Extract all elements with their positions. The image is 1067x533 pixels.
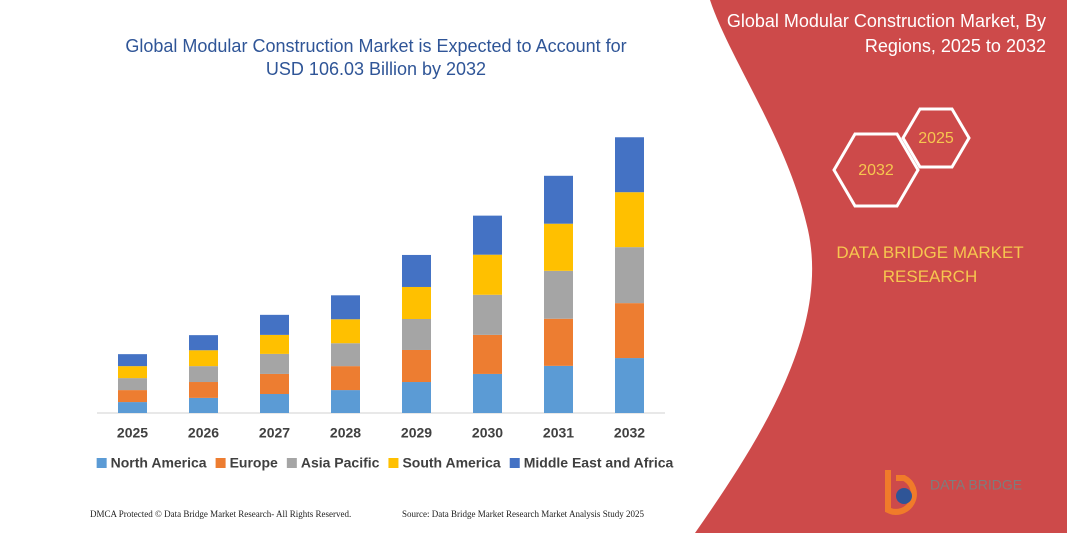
bar-segment bbox=[118, 402, 147, 413]
bar-segment bbox=[473, 215, 502, 255]
legend-label: Asia Pacific bbox=[301, 455, 380, 471]
bar-segment bbox=[331, 390, 360, 413]
x-tick-label: 2032 bbox=[614, 425, 645, 441]
hexagon bbox=[901, 107, 971, 169]
x-tick-label: 2027 bbox=[259, 425, 290, 441]
bar-segment bbox=[260, 353, 289, 374]
bar-segment bbox=[544, 223, 573, 271]
x-tick-label: 2031 bbox=[543, 425, 574, 441]
bar-segment bbox=[544, 175, 573, 224]
legend-swatch bbox=[388, 458, 399, 468]
footer-left: DMCA Protected © Data Bridge Market Rese… bbox=[90, 509, 352, 519]
legend-label: Middle East and Africa bbox=[524, 455, 674, 471]
bar-segment bbox=[189, 382, 218, 398]
bar-segment bbox=[544, 318, 573, 366]
bar-segment bbox=[402, 286, 431, 320]
bar-segment bbox=[615, 247, 644, 304]
bar-segment bbox=[260, 393, 289, 413]
bar-segment bbox=[331, 319, 360, 344]
panel-title: Global Modular Construction Market, By R… bbox=[726, 11, 1046, 56]
bar-segment bbox=[260, 314, 289, 335]
legend-swatch bbox=[509, 458, 520, 468]
x-tick-label: 2030 bbox=[472, 425, 503, 441]
bar-segment bbox=[473, 373, 502, 413]
hexagon bbox=[832, 132, 920, 208]
legend-swatch bbox=[96, 458, 107, 468]
bar-segment bbox=[260, 334, 289, 354]
logo-text: DATA BRIDGE bbox=[930, 477, 1022, 493]
bar-segment bbox=[189, 366, 218, 383]
bar-segment bbox=[402, 254, 431, 287]
bar-segment bbox=[473, 334, 502, 374]
hex-label: 2025 bbox=[918, 130, 954, 147]
legend-swatch bbox=[286, 458, 297, 468]
legend-label: North America bbox=[111, 455, 207, 471]
legend-swatch bbox=[215, 458, 226, 468]
legend-label: Europe bbox=[230, 455, 278, 471]
brand: DATA BRIDGE MARKET RESEARCH bbox=[836, 243, 1024, 286]
bar-segment bbox=[544, 270, 573, 319]
bar-segment bbox=[402, 319, 431, 350]
side-panel bbox=[695, 0, 1067, 533]
bar-segment bbox=[544, 365, 573, 413]
x-tick-label: 2028 bbox=[330, 425, 361, 441]
legend-label: South America bbox=[402, 455, 500, 471]
bar-segment bbox=[189, 350, 218, 367]
bar-segment bbox=[118, 378, 147, 391]
bar-segment bbox=[331, 366, 360, 391]
bar-segment bbox=[331, 295, 360, 320]
bar-segment bbox=[615, 303, 644, 359]
bar-segment bbox=[118, 390, 147, 403]
bar-segment bbox=[331, 343, 360, 367]
logo bbox=[885, 470, 917, 515]
x-tick-label: 2025 bbox=[117, 425, 148, 441]
hex-label: 2032 bbox=[858, 162, 894, 179]
chart-title: Global Modular Construction Market is Ex… bbox=[125, 36, 627, 79]
bar-segment bbox=[189, 335, 218, 351]
bar-segment bbox=[118, 354, 147, 367]
bar-segment bbox=[189, 397, 218, 413]
bar-segment bbox=[402, 382, 431, 413]
bar-segment bbox=[473, 294, 502, 335]
bar-segment bbox=[118, 366, 147, 379]
bar-segment bbox=[402, 349, 431, 383]
bar-segment bbox=[615, 192, 644, 248]
footer-right: Source: Data Bridge Market Research Mark… bbox=[402, 509, 644, 519]
bar-segment bbox=[615, 358, 644, 413]
x-tick-label: 2029 bbox=[401, 425, 432, 441]
x-tick-label: 2026 bbox=[188, 425, 219, 441]
bar-segment bbox=[260, 373, 289, 394]
bar-segment bbox=[615, 137, 644, 193]
bar-segment bbox=[473, 254, 502, 295]
